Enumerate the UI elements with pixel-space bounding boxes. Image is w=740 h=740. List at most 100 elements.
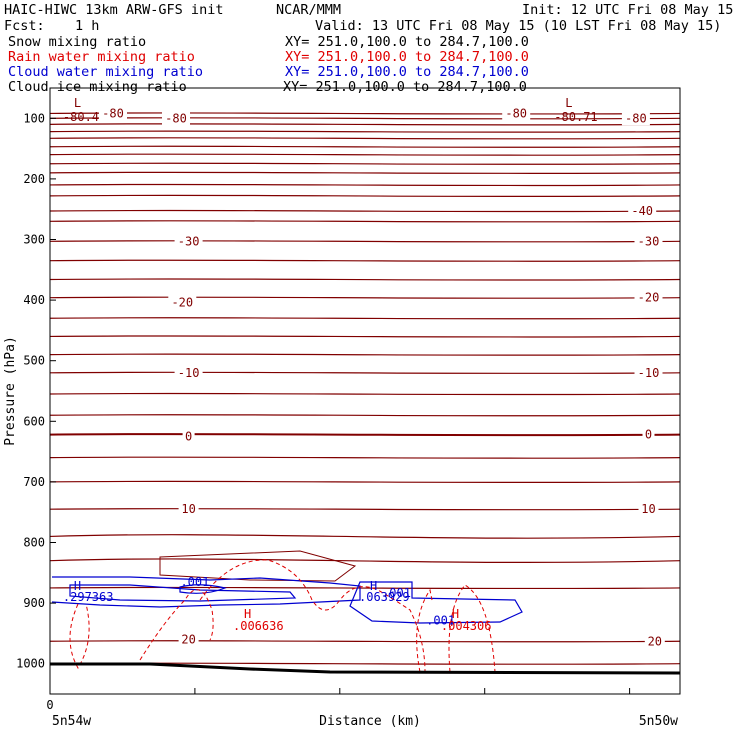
isotherm-line-24 [49, 456, 681, 459]
isotherm-line-26 [49, 507, 681, 511]
legend-cloudwater-xy: XY= 251.0,100.0 to 284.7,100.0 [285, 64, 529, 80]
isotherm-line-9 [49, 183, 681, 187]
x-axis-ticks [49, 688, 631, 694]
extremum-value-2: .297363 [63, 590, 114, 604]
cloud-water-contour-center [179, 584, 227, 594]
temp-label-bg-13 [178, 502, 199, 517]
extremum-symbol-0: L [74, 96, 81, 110]
x-left-label: 5n54w [52, 714, 91, 729]
temp-label-16: 20 [648, 634, 662, 648]
isotherm-line-2 [49, 123, 681, 126]
contour-labels: -80 -80 -80 -80 -40 -30 -30 -20 -20 -10 -10 0 0 10 10 2… [63, 96, 665, 649]
isotherm-line-14 [49, 259, 681, 262]
isotherm-line-11 [49, 209, 681, 213]
isotherm-line-27 [49, 534, 681, 539]
temp-label-bg-4 [628, 204, 657, 219]
isotherm-line-25 [49, 480, 681, 484]
temp-label-5: -30 [178, 234, 200, 248]
rain-contour-2 [139, 589, 214, 661]
y-axis-ticks: 100 200 300 400 500 600 700 800 900 1000 [16, 111, 56, 671]
temp-label-0: -80 [102, 106, 124, 120]
extremum-symbol-4: H [244, 607, 251, 621]
extremum-value-4: .006636 [233, 619, 284, 633]
isotherm-line-1 [49, 117, 681, 120]
isotherm-line-8 [49, 171, 681, 175]
isotherm-line-0 [49, 112, 681, 115]
y-tick-label-9: 1000 [16, 657, 45, 671]
cloud-water-contour-right [349, 581, 523, 624]
isotherm-line-19 [49, 353, 681, 356]
isotherm-line-15 [49, 278, 681, 281]
isotherm-line-6 [49, 153, 681, 156]
isotherm-line-12 [49, 220, 681, 223]
temp-label-14: 10 [641, 502, 655, 516]
cloud-water-contour-left-inner [69, 584, 297, 602]
isotherm-line-20 [49, 371, 681, 374]
extremum-value-3: .063929 [359, 590, 410, 604]
y-tick-label-8: 900 [23, 596, 45, 610]
temp-label-bg-12 [642, 427, 655, 442]
extremum-value-0: -80.4 [63, 110, 99, 124]
title-left: HAIC-HIWC 13km ARW-GFS init [4, 2, 224, 18]
rain-contour-3 [199, 559, 426, 673]
isotherm-line-7 [49, 162, 681, 165]
temp-label-bg-6 [634, 234, 663, 249]
extremum-symbol-5: H [452, 607, 459, 621]
isotherm-line-18 [49, 335, 681, 338]
terrain-line [50, 662, 681, 675]
temp-label-bg-10 [634, 365, 663, 380]
extremum-value-1: -80.71 [554, 110, 597, 124]
temp-label-bg-16 [644, 634, 665, 649]
y-axis-label: Pressure (hPa) [3, 336, 18, 446]
isotherm-line-10 [49, 194, 681, 198]
isotherm-line-23 [49, 433, 681, 437]
temp-label-bg-1 [162, 111, 190, 126]
legend-cloudice-name: Cloud ice mixing ratio [8, 79, 187, 95]
temp-label-7: -20 [171, 296, 193, 310]
legend-rain-name: Rain water mixing ratio [8, 49, 195, 65]
temp-label-bg-9 [174, 365, 203, 380]
valid-time: Valid: 13 UTC Fri 08 May 15 (10 LST Fri … [315, 18, 722, 34]
cloud-features [50, 550, 681, 675]
fcst-value: 1 h [75, 18, 100, 34]
cloud-water-contour-left [51, 576, 361, 608]
snow-contour [159, 550, 357, 582]
y-tick-label-0: 100 [23, 111, 45, 125]
temp-label-bg-7 [168, 295, 197, 310]
isotherm-line-3 [49, 130, 681, 133]
x-right-label: 5n50w [639, 714, 678, 729]
temp-label-2: -80 [505, 106, 527, 120]
temp-label-4: -40 [631, 204, 653, 218]
plot-frame [49, 87, 681, 695]
init-time: Init: 12 UTC Fri 08 May 15 [522, 2, 734, 18]
rain-contour-4 [416, 588, 433, 673]
temp-label-10: -10 [638, 366, 660, 380]
temp-label-3: -80 [625, 111, 647, 125]
temp-label-bg-11 [182, 429, 195, 444]
temp-label-12: 0 [645, 428, 652, 442]
temp-label-bg-8 [634, 290, 663, 305]
isotherm-line-4 [49, 137, 681, 140]
contour-label-1: .001 [382, 586, 411, 600]
temp-label-1: -80 [165, 111, 187, 125]
temp-label-bg-3 [621, 111, 650, 126]
isotherm-line-21 [49, 392, 681, 396]
y-tick-label-2: 300 [23, 233, 45, 247]
temp-label-11: 0 [185, 429, 192, 443]
temp-label-bg-15 [178, 632, 199, 647]
y-tick-label-6: 700 [23, 475, 45, 489]
extremum-value-5: .004306 [441, 619, 492, 633]
isotherm-line-22 [49, 414, 681, 417]
temp-label-8: -20 [638, 291, 660, 305]
contour-label-0: .001 [180, 575, 209, 589]
legend-snow-xy: XY= 251.0,100.0 to 284.7,100.0 [285, 34, 529, 50]
isotherm-lines [49, 112, 681, 665]
extremum-symbol-1: L [565, 96, 572, 110]
title-center: NCAR/MMM [276, 2, 342, 18]
legend-snow-name: Snow mixing ratio [8, 34, 147, 50]
temp-label-bg-14 [638, 502, 659, 517]
legend-rain-xy: XY= 251.0,100.0 to 284.7,100.0 [285, 49, 529, 65]
fcst-label: Fcst: [4, 18, 45, 34]
rain-contour-1 [69, 603, 90, 669]
